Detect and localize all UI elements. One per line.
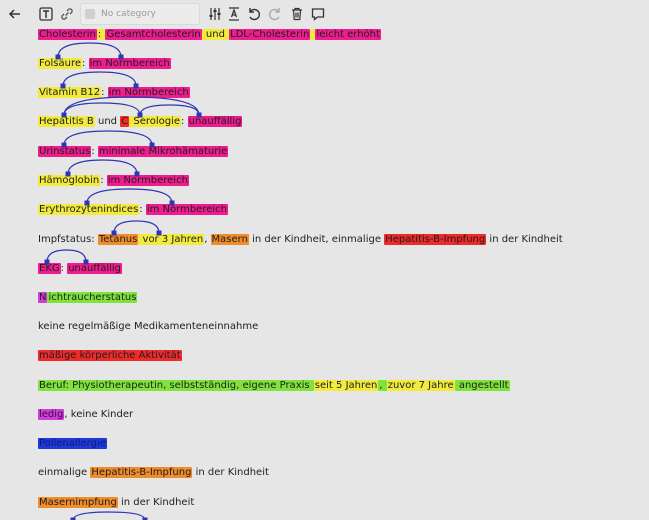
annotation-span[interactable]: LDL-Cholesterin [229, 29, 311, 40]
annotation-span[interactable]: Beruf: Physiotherapeutin, selbstständig,… [38, 380, 314, 391]
annotation-span[interactable] [310, 29, 316, 40]
line-pollenallergie: Pollenallergie [38, 437, 107, 450]
annotation-span[interactable]: , [378, 380, 387, 391]
annotation-span[interactable]: Gesamtcholesterin [105, 29, 202, 40]
annotation-span[interactable]: und [201, 29, 230, 40]
annotation-span[interactable]: im Normbereich [106, 175, 189, 186]
plain-text: : [100, 175, 107, 186]
category-placeholder: No category [101, 9, 156, 19]
annotation-span[interactable]: im Normbereich [145, 204, 228, 215]
line-hepb-impfung: einmalige Hepatitis-B-Impfung in der Kin… [38, 466, 269, 479]
annotation-span[interactable]: zuvor 7 Jahre [386, 380, 455, 391]
undo-icon[interactable] [244, 4, 264, 24]
annotation-span[interactable]: leicht erhöht [315, 29, 381, 40]
annotation-span[interactable]: Folsäure [38, 58, 83, 69]
annotation-span[interactable]: unauffällig [67, 263, 123, 274]
annotation-span[interactable]: Hepatitis B [38, 116, 95, 127]
annotation-span[interactable]: minimale Mikrohämaturie [97, 146, 229, 157]
line-masernimpfung: Masernimpfung in der Kindheit [38, 496, 194, 509]
sliders-icon[interactable] [205, 4, 225, 24]
category-swatch [85, 9, 95, 19]
line-vitamin-b12: Vitamin B12: im Normbereich [38, 86, 190, 99]
annotation-span[interactable]: seit 5 Jahren [313, 380, 379, 391]
annotation-span[interactable]: : [96, 29, 106, 40]
annotation-span[interactable]: EKG [38, 263, 61, 274]
plain-text: einmalige [38, 467, 91, 478]
annotation-span[interactable]: im Normbereich [88, 58, 171, 69]
text-highlight-icon[interactable] [224, 4, 244, 24]
annotation-span[interactable]: Vitamin B12 [38, 87, 102, 98]
line-ekg: EKG: unauffällig [38, 262, 123, 275]
trash-icon[interactable] [287, 4, 307, 24]
annotation-span[interactable]: Masernimpfung [38, 497, 118, 508]
annotation-span[interactable]: Cholesterin [38, 29, 97, 40]
line-beruf: Beruf: Physiotherapeutin, selbstständig,… [38, 379, 510, 392]
line-cholesterin: Cholesterin: Gesamtcholesterin und LDL-C… [38, 28, 381, 41]
annotation-span[interactable]: angestellt [454, 380, 510, 391]
plain-text: : [91, 146, 98, 157]
annotation-span[interactable]: Erythrozytenindices [38, 204, 140, 215]
plain-text: , [204, 234, 211, 245]
plain-text: in der Kindheit [486, 234, 563, 245]
annotation-span[interactable]: ichtraucherstatus [47, 292, 138, 303]
annotation-span[interactable]: ledig [38, 409, 65, 420]
annotation-span[interactable]: Pollenallergie [38, 438, 107, 449]
annotation-span[interactable]: vor 3 Jahren [138, 234, 205, 245]
plain-text: und [94, 116, 121, 127]
plain-text: : [181, 116, 188, 127]
line-impfstatus: Impfstatus: Tetanus vor 3 Jahren, Masern… [38, 233, 563, 246]
back-arrow-icon[interactable] [5, 4, 25, 24]
annotation-span[interactable]: Urinstatus [38, 146, 92, 157]
annotation-span[interactable]: Hämoglobin [38, 175, 101, 186]
line-urinstatus: Urinstatus: minimale Mikrohämaturie [38, 145, 229, 158]
plain-text: in der Kindheit, einmalige [248, 234, 385, 245]
annotation-span[interactable]: mäßige körperliche Aktivität [38, 350, 182, 361]
toolbar: No category [0, 0, 649, 28]
annotation-span[interactable]: Masern [210, 234, 249, 245]
line-haemoglobin: Hämoglobin: im Normbereich [38, 174, 189, 187]
plain-text: , keine Kinder [64, 409, 134, 420]
plain-text: : [82, 58, 89, 69]
annotation-span[interactable]: Serologie [129, 116, 182, 127]
annotation-span[interactable]: Hepatitis-B-Impfung [384, 234, 487, 245]
plain-text: in der Kindheit [192, 467, 269, 478]
comment-icon[interactable] [308, 4, 328, 24]
line-aktivitaet: mäßige körperliche Aktivität [38, 349, 182, 362]
redo-icon[interactable] [265, 4, 285, 24]
annotation-span[interactable]: im Normbereich [107, 87, 190, 98]
line-medikamente: keine regelmäßige Medikamenteneinnahme [38, 320, 258, 333]
annotation-span[interactable]: Tetanus [97, 234, 139, 245]
line-ledig: ledig, keine Kinder [38, 408, 133, 421]
plain-text: in der Kindheit [117, 497, 195, 508]
plain-text: keine regelmäßige Medikamenteneinnahme [38, 321, 259, 332]
text-format-icon[interactable] [36, 4, 56, 24]
annotation-span[interactable]: Hepatitis-B-Impfung [90, 467, 193, 478]
annotation-span[interactable]: C [120, 116, 130, 127]
annotation-span[interactable]: N [38, 292, 48, 303]
plain-text: Impfstatus: [38, 234, 98, 245]
line-hepatitis: Hepatitis B und C Serologie: unauffällig [38, 115, 243, 128]
plain-text: : [139, 204, 146, 215]
plain-text: : [101, 87, 108, 98]
link-icon[interactable] [57, 4, 77, 24]
line-folsaeure: Folsäure: im Normbereich [38, 57, 171, 70]
line-erythrozyten: Erythrozytenindices: im Normbereich [38, 203, 228, 216]
plain-text: : [60, 263, 68, 274]
category-select[interactable]: No category [80, 3, 200, 25]
annotation-span[interactable]: unauffällig [187, 116, 243, 127]
